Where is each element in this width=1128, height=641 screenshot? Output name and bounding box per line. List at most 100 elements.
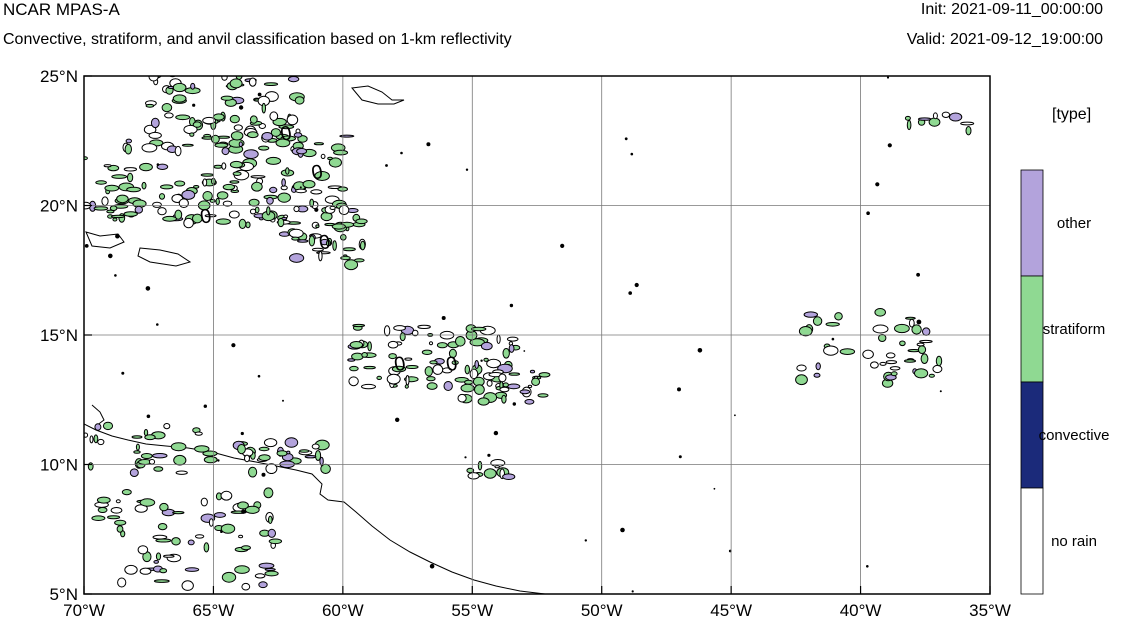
precip-cell bbox=[215, 218, 231, 225]
precip-cell bbox=[906, 119, 912, 131]
precip-cell bbox=[436, 342, 448, 349]
precip-cell bbox=[839, 348, 856, 356]
precip-cell bbox=[339, 134, 355, 138]
precip-cell bbox=[209, 198, 216, 203]
precip-cell bbox=[190, 82, 196, 90]
precip-cell bbox=[294, 96, 305, 105]
precip-cell bbox=[295, 188, 307, 194]
map-subtitle: Convective, stratiform, and anvil classi… bbox=[3, 31, 512, 48]
precip-cell bbox=[388, 353, 397, 360]
precip-cell bbox=[228, 210, 240, 219]
precip-dot bbox=[426, 142, 431, 147]
precip-cell bbox=[823, 345, 839, 356]
precip-cell bbox=[812, 316, 823, 326]
precip-cell bbox=[268, 538, 283, 545]
precip-cell bbox=[361, 383, 376, 390]
precip-cell bbox=[314, 171, 330, 181]
precip-dot bbox=[192, 103, 196, 107]
precip-cell bbox=[531, 377, 541, 386]
precip-cell bbox=[501, 394, 507, 404]
precip-cell bbox=[145, 103, 155, 108]
precip-cell bbox=[152, 453, 168, 459]
precip-cell bbox=[104, 184, 120, 192]
precip-cell bbox=[137, 545, 149, 555]
precip-cell bbox=[417, 324, 431, 329]
precip-cell bbox=[266, 196, 274, 205]
precip-cell bbox=[354, 258, 365, 263]
precip-cell bbox=[527, 384, 533, 388]
precip-cell bbox=[277, 192, 292, 203]
precip-cell bbox=[263, 82, 279, 86]
precip-cell bbox=[250, 175, 266, 179]
precip-cell bbox=[102, 421, 114, 431]
precip-cell bbox=[302, 180, 316, 189]
precip-dot bbox=[678, 455, 682, 459]
precip-cell bbox=[275, 138, 291, 148]
precip-cell bbox=[216, 191, 229, 200]
precip-cell bbox=[126, 186, 142, 193]
precip-cell bbox=[287, 76, 300, 83]
legend-colorbar bbox=[1020, 169, 1044, 595]
precip-cell bbox=[519, 389, 531, 395]
contour-zero-label: 0 bbox=[393, 353, 408, 377]
precip-cell bbox=[318, 250, 323, 262]
precip-cell bbox=[904, 115, 911, 121]
precip-cell bbox=[116, 525, 124, 533]
precip-dot bbox=[464, 456, 467, 459]
precip-cell bbox=[905, 316, 916, 320]
precip-cell bbox=[935, 355, 943, 367]
precip-cell bbox=[340, 234, 347, 241]
precip-cell bbox=[220, 490, 233, 501]
precip-cell bbox=[537, 393, 549, 398]
precip-cell bbox=[164, 112, 174, 119]
precip-cell bbox=[283, 214, 289, 219]
precip-dot bbox=[231, 343, 236, 348]
precip-cell bbox=[885, 352, 896, 359]
precip-cell bbox=[507, 383, 521, 390]
precip-cell bbox=[471, 326, 487, 332]
valid-time: Valid: 2021-09-12_19:00:00 bbox=[906, 31, 1103, 48]
precip-cell bbox=[297, 239, 309, 243]
precip-cell bbox=[172, 94, 187, 103]
legend-label-no-rain: no rain bbox=[1051, 533, 1097, 550]
precip-cell bbox=[139, 162, 153, 172]
precip-cell bbox=[244, 454, 250, 463]
precip-cell bbox=[874, 308, 887, 317]
precip-cell bbox=[879, 361, 887, 366]
lon-tick-label: 65°W bbox=[193, 601, 235, 620]
precip-dot bbox=[523, 350, 526, 352]
precip-cell bbox=[181, 189, 196, 200]
precip-cell bbox=[424, 366, 433, 377]
precip-cell bbox=[159, 568, 168, 574]
precip-cell bbox=[93, 434, 99, 444]
precip-cell bbox=[270, 128, 281, 137]
precip-cell bbox=[193, 185, 200, 189]
precip-cell bbox=[203, 542, 210, 553]
precip-cell bbox=[344, 259, 359, 271]
precip-cell bbox=[965, 126, 972, 136]
precip-cell bbox=[163, 554, 175, 558]
precip-cell bbox=[502, 348, 510, 359]
precip-dot bbox=[156, 163, 160, 166]
precip-cell bbox=[455, 336, 466, 347]
precip-cell bbox=[229, 114, 240, 124]
precip-cell bbox=[885, 360, 898, 365]
precip-cell bbox=[329, 205, 336, 210]
precip-cell bbox=[150, 117, 160, 129]
precip-cell bbox=[276, 450, 288, 457]
precip-dot bbox=[634, 282, 639, 288]
precip-cell bbox=[327, 156, 333, 161]
precip-cell bbox=[486, 358, 502, 369]
precip-cell bbox=[155, 552, 162, 561]
precip-cell bbox=[304, 455, 317, 459]
precip-cell bbox=[349, 341, 364, 349]
precip-cell bbox=[124, 564, 138, 575]
precip-cell bbox=[296, 148, 308, 155]
precip-cell bbox=[266, 206, 271, 216]
precip-dot bbox=[385, 164, 388, 167]
precip-cell bbox=[229, 78, 243, 89]
precip-cell bbox=[265, 463, 278, 475]
precip-cell bbox=[156, 163, 169, 171]
precip-cell bbox=[221, 162, 227, 170]
legend-label-convective: convective bbox=[1038, 427, 1110, 444]
